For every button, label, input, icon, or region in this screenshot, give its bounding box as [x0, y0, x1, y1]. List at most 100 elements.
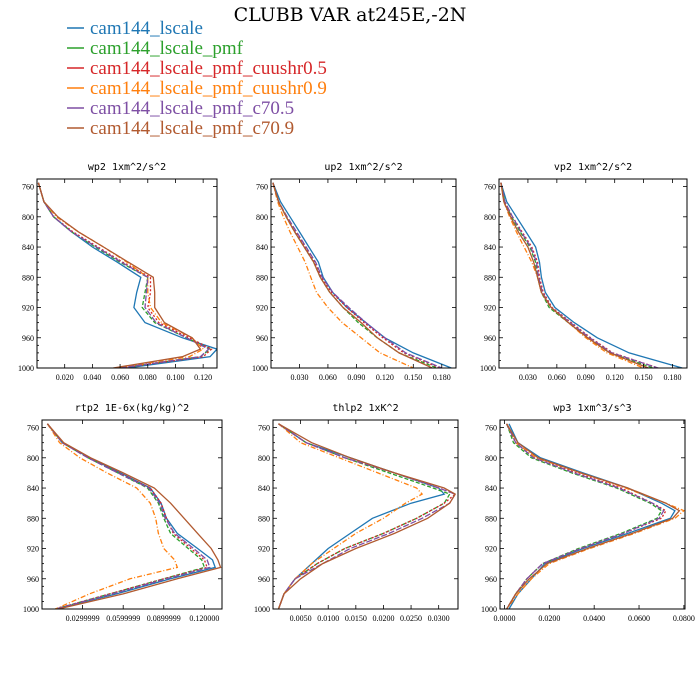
series-line-cam144-lscale: [272, 182, 452, 368]
plot-frame: [36, 178, 218, 369]
x-tick-label: 0.150: [635, 373, 653, 382]
y-tick-label: 840: [27, 484, 39, 493]
y-tick-label: 960: [258, 575, 270, 584]
x-tick-label: 0.090: [347, 373, 365, 382]
panel-5: thlp2 1xK^2 760 800 840 880 920 960 1000 0.0050 0…: [254, 403, 459, 623]
x-tick-label: 0.0299999: [66, 614, 100, 623]
series-line-cam144-lscale-pmf-c70-5: [37, 182, 210, 368]
plot-frame: [499, 419, 686, 610]
series-line-cam144-lscale-pmf-cuushr0-5: [46, 423, 208, 609]
y-tick-label: 880: [27, 514, 39, 523]
panels: wp2 1xm^2/s^2 760 800 840 880 920 960 1000 0.020…: [18, 162, 695, 623]
y-tick-label: 760: [485, 424, 497, 433]
x-tick-label: 0.0050: [290, 614, 312, 623]
x-tick-label: 0.120: [376, 373, 394, 382]
series-line-cam144-lscale-pmf-cuushr0-9: [277, 423, 424, 609]
series-line-cam144-lscale-pmf-c70-9: [500, 182, 649, 368]
series-group: [277, 423, 457, 609]
x-tick-label: 0.120000: [189, 614, 219, 623]
y-tick-label: 920: [258, 545, 270, 554]
x-tick-label: 0.060: [111, 373, 129, 382]
x-tick-label: 0.0200: [538, 614, 560, 623]
legend-label: cam144_lscale: [90, 18, 203, 39]
y-tick-label: 760: [27, 424, 39, 433]
panel-1: wp2 1xm^2/s^2 760 800 840 880 920 960 1000 0.020…: [18, 162, 218, 382]
series-group: [500, 182, 683, 368]
panel-3: vp2 1xm^2/s^2 760 800 840 880 920 960 1000 0.030…: [480, 162, 688, 382]
series-line-cam144-lscale-pmf-c70-9: [272, 182, 433, 368]
series-line-cam144-lscale: [46, 423, 217, 609]
legend-label: cam144_lscale_pmf_c70.9: [90, 118, 294, 139]
y-tick-label: 1000: [18, 364, 34, 373]
panel-title: wp3 1xm^3/s^3: [553, 403, 631, 414]
x-tick-label: 0.080: [139, 373, 157, 382]
y-tick-label: 960: [22, 334, 34, 343]
x-tick-label: 0.0250: [400, 614, 422, 623]
series-line-cam144-lscale-pmf-c70-9: [46, 423, 222, 609]
series-group: [272, 182, 452, 368]
series-line-cam144-lscale-pmf: [277, 423, 451, 609]
x-tick-label: 0.060: [548, 373, 566, 382]
y-tick-label: 880: [484, 273, 496, 282]
x-tick-label: 0.0150: [345, 614, 367, 623]
legend-item: cam144_lscale_pmf: [67, 38, 244, 59]
series-line-cam144-lscale-pmf-cuushr0-9: [46, 423, 179, 609]
y-tick-label: 1000: [481, 605, 497, 614]
series-line-cam144-lscale-pmf-cuushr0-5: [500, 182, 659, 368]
series-line-cam144-lscale-pmf-c70-5: [46, 423, 211, 609]
y-tick-label: 920: [27, 545, 39, 554]
x-tick-label: 0.020: [56, 373, 74, 382]
x-tick-label: 0.030: [519, 373, 537, 382]
plot-frame: [272, 419, 459, 610]
x-tick-label: 0.100: [166, 373, 184, 382]
legend-item: cam144_lscale: [67, 18, 203, 39]
series-line-cam144-lscale-pmf: [37, 182, 212, 368]
series-line-cam144-lscale-pmf: [272, 182, 438, 368]
panel-4: rtp2 1E-6x(kg/kg)^2 760 800 840 880 920 960 100…: [23, 403, 223, 623]
y-tick-label: 800: [22, 213, 34, 222]
x-tick-label: 0.060: [319, 373, 337, 382]
plot-frame: [498, 178, 688, 369]
series-line-cam144-lscale: [508, 423, 676, 609]
series-line-cam144-lscale-pmf-c70-5: [506, 423, 665, 609]
x-tick-label: 0.0800: [673, 614, 695, 623]
series-line-cam144-lscale-pmf: [500, 182, 654, 368]
series-line-cam144-lscale-pmf-c70-9: [506, 423, 681, 609]
series-line-cam144-lscale-pmf-c70-9: [37, 182, 202, 368]
x-tick-label: 0.0599999: [106, 614, 140, 623]
legend: cam144_lscalecam144_lscale_pmfcam144_lsc…: [67, 18, 327, 139]
x-tick-label: 0.0300: [428, 614, 450, 623]
x-tick-label: 0.030: [290, 373, 308, 382]
series-group: [37, 182, 217, 368]
legend-label: cam144_lscale_pmf_cuushr0.5: [90, 58, 327, 79]
y-tick-label: 920: [485, 545, 497, 554]
y-tick-label: 880: [22, 273, 34, 282]
plot-frame: [41, 419, 223, 610]
x-tick-label: 0.0000: [493, 614, 515, 623]
y-tick-label: 760: [258, 424, 270, 433]
y-tick-label: 840: [258, 484, 270, 493]
panel-2: up2 1xm^2/s^2 760 800 840 880 920 960 1000 0.030…: [252, 162, 457, 382]
series-line-cam144-lscale-pmf-cuushr0-5: [37, 182, 213, 368]
series-line-cam144-lscale-pmf-c70-5: [277, 423, 457, 609]
series-line-cam144-lscale-pmf-c70-5: [500, 182, 659, 368]
y-tick-label: 800: [484, 213, 496, 222]
series-line-cam144-lscale-pmf-c70-9: [277, 423, 457, 609]
y-tick-label: 920: [256, 304, 268, 313]
series-group: [46, 423, 222, 609]
y-tick-label: 840: [256, 243, 268, 252]
y-tick-label: 1000: [480, 364, 496, 373]
y-tick-label: 880: [485, 514, 497, 523]
y-tick-label: 960: [484, 334, 496, 343]
plot-frame: [270, 178, 457, 369]
figure-title: CLUBB VAR at245E,-2N: [234, 4, 467, 26]
x-tick-label: 0.090: [577, 373, 595, 382]
series-line-cam144-lscale-pmf-cuushr0-9: [37, 182, 205, 368]
x-tick-label: 0.0899999: [147, 614, 181, 623]
y-tick-label: 800: [258, 454, 270, 463]
y-tick-label: 800: [256, 213, 268, 222]
panel-title: up2 1xm^2/s^2: [324, 162, 402, 173]
series-line-cam144-lscale-pmf-cuushr0-9: [272, 182, 414, 368]
legend-label: cam144_lscale_pmf_cuushr0.9: [90, 78, 327, 99]
